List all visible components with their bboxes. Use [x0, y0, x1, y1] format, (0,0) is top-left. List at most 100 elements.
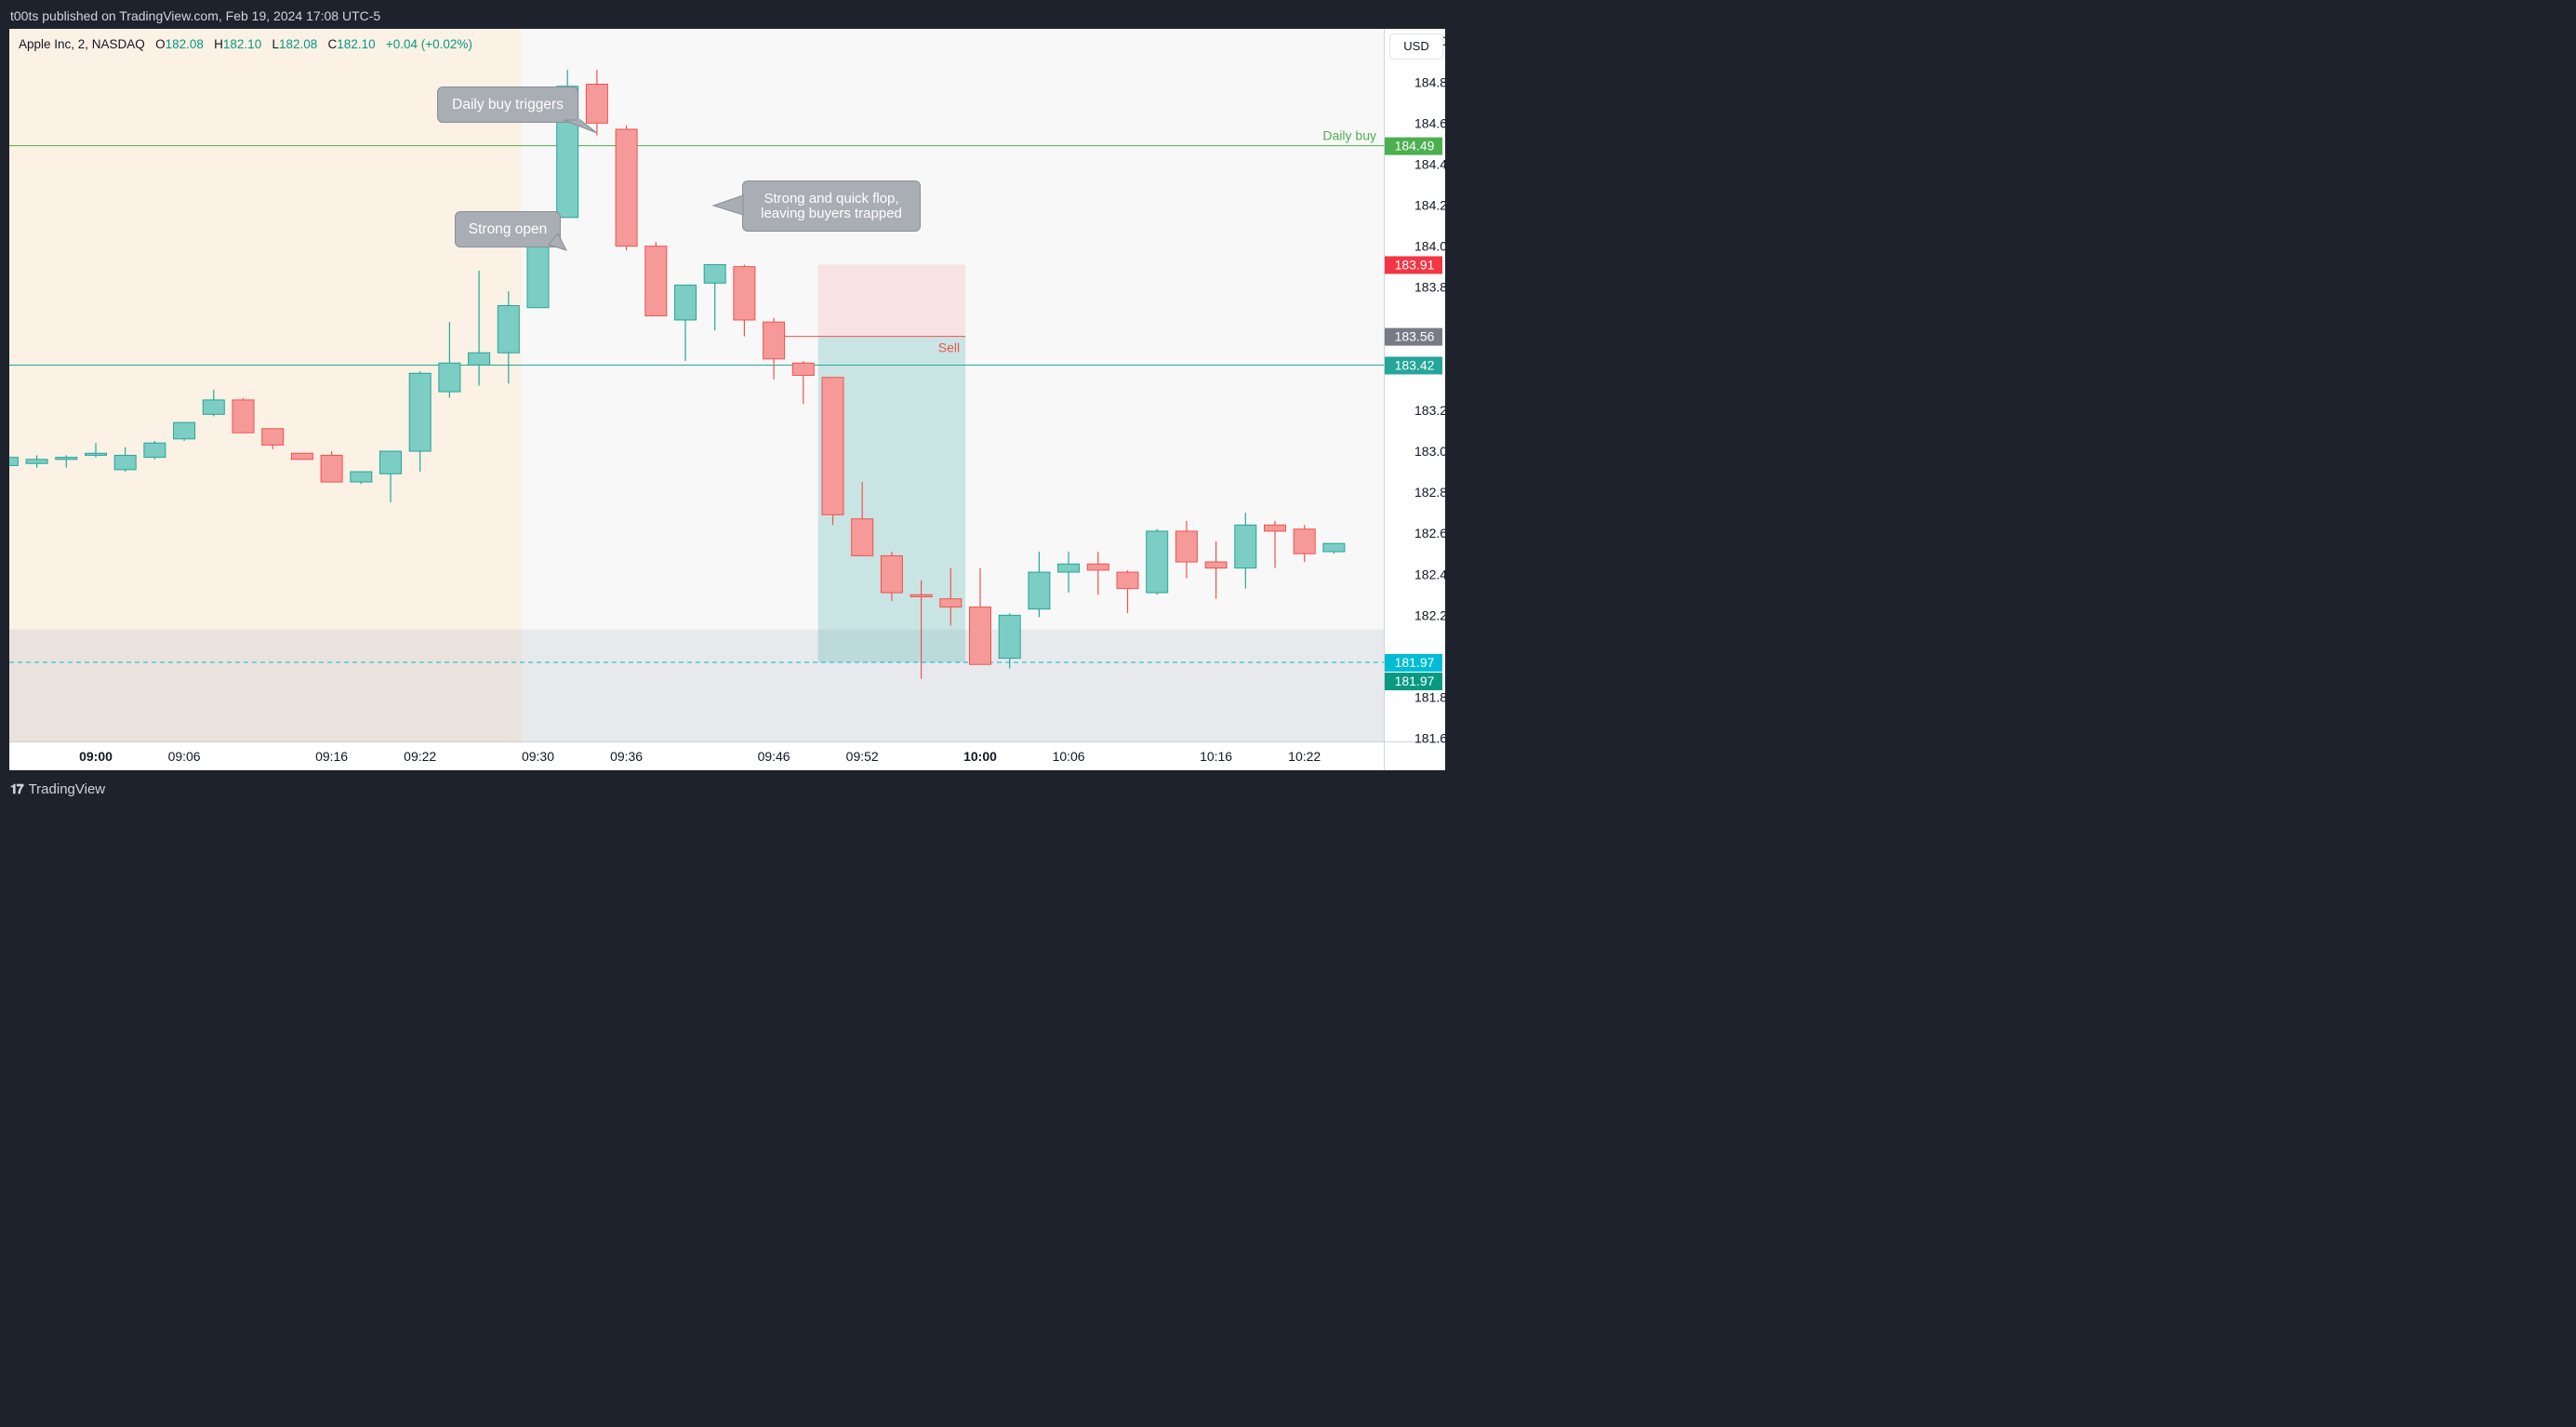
support-zone — [9, 629, 1384, 742]
x-tick-label: 10:06 — [1053, 749, 1085, 764]
price-badge — [1385, 137, 1442, 155]
callout-strong-open-text: Strong open — [468, 221, 548, 237]
close-label: C — [327, 37, 338, 51]
candle-body-09:10 — [232, 399, 255, 433]
price-badge-label: 183.91 — [1395, 257, 1435, 272]
sell-label: Sell — [938, 340, 960, 355]
candle-body-09:56 — [910, 593, 933, 598]
candle-body-09:28 — [497, 305, 520, 353]
candle-body-08:54 — [9, 457, 19, 466]
callout-daily-buy-pointer — [563, 119, 598, 134]
candle-body-09:14 — [290, 452, 313, 460]
candle-body-09:48 — [791, 362, 815, 376]
candle-body-10:20 — [1264, 524, 1286, 532]
candle-body-09:54 — [880, 554, 903, 593]
candle-body-09:38 — [644, 246, 668, 317]
callout-strong-open: Strong open — [455, 211, 561, 247]
x-tick-label: 09:46 — [758, 749, 790, 764]
price-badge-label: 181.97 — [1395, 673, 1435, 688]
change-value: +0.04 (+0.02%) — [385, 37, 472, 51]
x-tick-label: 09:30 — [522, 749, 554, 764]
callout-flop: Strong and quick flop, leaving buyers tr… — [742, 180, 921, 232]
x-tick-label: 09:52 — [846, 749, 879, 764]
candle-body-10:02 — [998, 614, 1021, 660]
y-tick-label: 181.60 — [1414, 731, 1445, 746]
x-tick-label: 09:00 — [79, 749, 113, 764]
candle-body-09:26 — [468, 352, 491, 366]
y-tick-label: 183.80 — [1414, 280, 1445, 295]
y-tick-label: 182.60 — [1414, 526, 1445, 540]
y-tick-label: 182.80 — [1414, 485, 1445, 500]
price-badge-label: 184.49 — [1395, 139, 1435, 153]
candle-body-10:10 — [1116, 571, 1139, 590]
callout-flop-pointer — [711, 194, 744, 216]
currency-button[interactable]: USD — [1389, 33, 1443, 60]
candle-body-10:22 — [1293, 528, 1316, 554]
y-tick-label: 184.60 — [1414, 115, 1445, 130]
price-badge — [1385, 256, 1442, 274]
candle-body-10:16 — [1204, 561, 1228, 569]
price-badge — [1385, 327, 1442, 346]
y-tick-label: 184.20 — [1414, 198, 1445, 213]
price-badge-label: 183.56 — [1395, 329, 1435, 344]
candle-body-09:46 — [763, 321, 786, 360]
callout-flop-line2: leaving buyers trapped — [761, 206, 902, 221]
price-badge — [1385, 654, 1442, 673]
candle-body-09:44 — [733, 266, 756, 321]
callout-flop-line1: Strong and quick flop, — [764, 191, 899, 207]
close-value: 182.10 — [337, 37, 376, 51]
footer-bar: 𝟏𝟕 TradingView — [0, 770, 1458, 807]
candle-body-09:40 — [674, 285, 697, 321]
callout-daily-buy-triggers-text: Daily buy triggers — [452, 97, 564, 113]
callout-daily-buy-triggers: Daily buy triggers — [437, 87, 578, 123]
candle-body-09:18 — [350, 471, 373, 483]
callout-strong-open-pointer — [548, 233, 567, 251]
y-tick-label: 184.00 — [1414, 239, 1445, 254]
published-text: t00ts published on TradingView.com, Feb … — [10, 8, 381, 23]
brand-name: TradingView — [28, 780, 106, 797]
candle-body-08:56 — [25, 459, 48, 464]
candle-body-09:20 — [379, 450, 402, 474]
y-tick-label: 182.40 — [1414, 567, 1445, 581]
candle-body-10:06 — [1057, 563, 1081, 573]
y-tick-label: 183.20 — [1414, 403, 1445, 418]
x-tick-label: 09:06 — [168, 749, 201, 764]
y-tick-label: 181.80 — [1414, 690, 1445, 705]
tradingview-logo[interactable]: 𝟏𝟕 TradingView — [10, 780, 105, 797]
candle-body-09:12 — [261, 428, 285, 446]
candle-body-09:22 — [408, 372, 432, 452]
time-scale-area — [9, 742, 1445, 771]
candle-body-08:58 — [55, 457, 78, 460]
candle-body-09:08 — [202, 399, 225, 415]
y-tick-label: 182.20 — [1414, 607, 1445, 622]
candle-body-09:36 — [615, 128, 638, 247]
candle-body-10:12 — [1146, 530, 1169, 593]
candle-body-09:52 — [851, 518, 874, 556]
chart-legend: Apple Inc, 2, NASDAQ O182.08 H182.10 L18… — [19, 37, 472, 51]
y-tick-label: 184.40 — [1414, 156, 1445, 171]
low-value: 182.08 — [278, 37, 318, 51]
candle-body-10:18 — [1234, 524, 1257, 569]
low-label: L — [272, 37, 279, 51]
candle-body-09:06 — [173, 421, 196, 440]
high-value: 182.10 — [222, 37, 262, 51]
y-tick-label: 184.80 — [1414, 74, 1445, 89]
price-badge — [1385, 673, 1442, 691]
candle-body-09:16 — [320, 454, 343, 483]
y-tick-label: 183.00 — [1414, 444, 1445, 459]
premarket-shading — [9, 29, 522, 742]
daily-buy-label: Daily buy — [1322, 128, 1376, 143]
candle-body-10:24 — [1322, 542, 1346, 553]
candle-body-09:50 — [821, 377, 844, 515]
open-value: 182.08 — [165, 37, 204, 51]
price-chart[interactable]: Sell Daily buy 185.00184.80184.60184.401… — [9, 29, 1445, 771]
candle-body-10:08 — [1086, 563, 1109, 571]
x-tick-label: 10:16 — [1200, 749, 1232, 764]
candle-body-09:24 — [438, 362, 461, 393]
x-tick-label: 09:16 — [315, 749, 348, 764]
candle-body-09:04 — [143, 442, 166, 459]
candle-body-09:00 — [85, 452, 107, 456]
candle-body-10:00 — [969, 607, 991, 665]
symbol-label[interactable]: Apple Inc, 2, NASDAQ — [19, 37, 145, 51]
price-badge-label: 181.97 — [1395, 655, 1435, 670]
